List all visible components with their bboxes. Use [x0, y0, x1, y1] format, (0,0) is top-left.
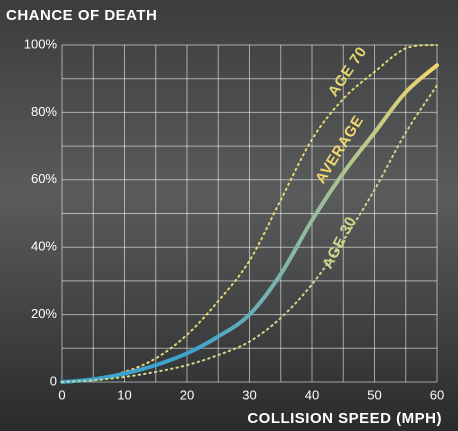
background [0, 0, 458, 431]
x-tick-label: 40 [305, 387, 319, 402]
y-tick-label: 0 [50, 373, 57, 388]
x-tick-label: 20 [180, 387, 194, 402]
y-tick-label: 20% [31, 306, 57, 321]
x-tick-label: 0 [58, 387, 65, 402]
chart-title: CHANCE OF DEATH [6, 7, 157, 24]
y-tick-label: 60% [31, 171, 57, 186]
chart: CHANCE OF DEATH COLLISION SPEED (MPH) 0 1… [0, 0, 458, 431]
page: {"chart_data": {"type": "line", "title":… [0, 0, 458, 431]
y-tick-label: 80% [31, 104, 57, 119]
x-tick-label: 10 [117, 387, 131, 402]
x-tick-label: 30 [242, 387, 256, 402]
x-axis-label: COLLISION SPEED (MPH) [247, 410, 442, 427]
y-tick-label: 100% [24, 36, 58, 51]
x-tick-label: 60 [430, 387, 444, 402]
y-tick-label: 40% [31, 239, 57, 254]
x-tick-label: 50 [367, 387, 381, 402]
